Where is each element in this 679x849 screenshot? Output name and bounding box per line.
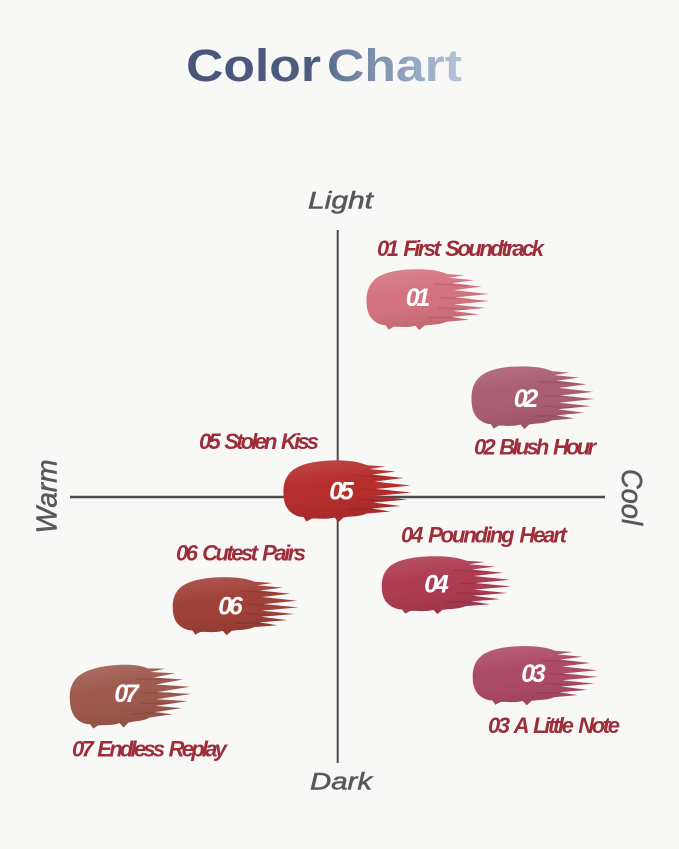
svg-text:04: 04 <box>424 571 449 599</box>
svg-text:03 A Little Note: 03 A Little Note <box>488 713 620 738</box>
svg-text:07 Endless Replay: 07 Endless Replay <box>72 737 229 762</box>
svg-text:05 Stolen Kiss: 05 Stolen Kiss <box>199 429 319 454</box>
svg-text:Warm: Warm <box>32 460 64 534</box>
svg-text:Cool: Cool <box>615 469 647 526</box>
svg-text:01: 01 <box>406 284 431 312</box>
svg-text:Dark: Dark <box>310 769 374 796</box>
svg-text:01 First Soundtrack: 01 First Soundtrack <box>377 236 546 261</box>
svg-text:05: 05 <box>329 478 355 506</box>
svg-text:02 Blush Hour: 02 Blush Hour <box>474 435 597 460</box>
svg-text:Color: Color <box>186 41 321 91</box>
svg-text:06 Cutest Pairs: 06 Cutest Pairs <box>176 541 306 566</box>
svg-text:Chart: Chart <box>327 41 462 91</box>
svg-text:04 Pounding Heart: 04 Pounding Heart <box>401 523 569 548</box>
svg-text:06: 06 <box>218 593 244 621</box>
svg-text:02: 02 <box>514 385 539 413</box>
svg-text:07: 07 <box>114 680 140 708</box>
svg-text:Light: Light <box>308 188 375 215</box>
svg-text:03: 03 <box>521 660 546 688</box>
